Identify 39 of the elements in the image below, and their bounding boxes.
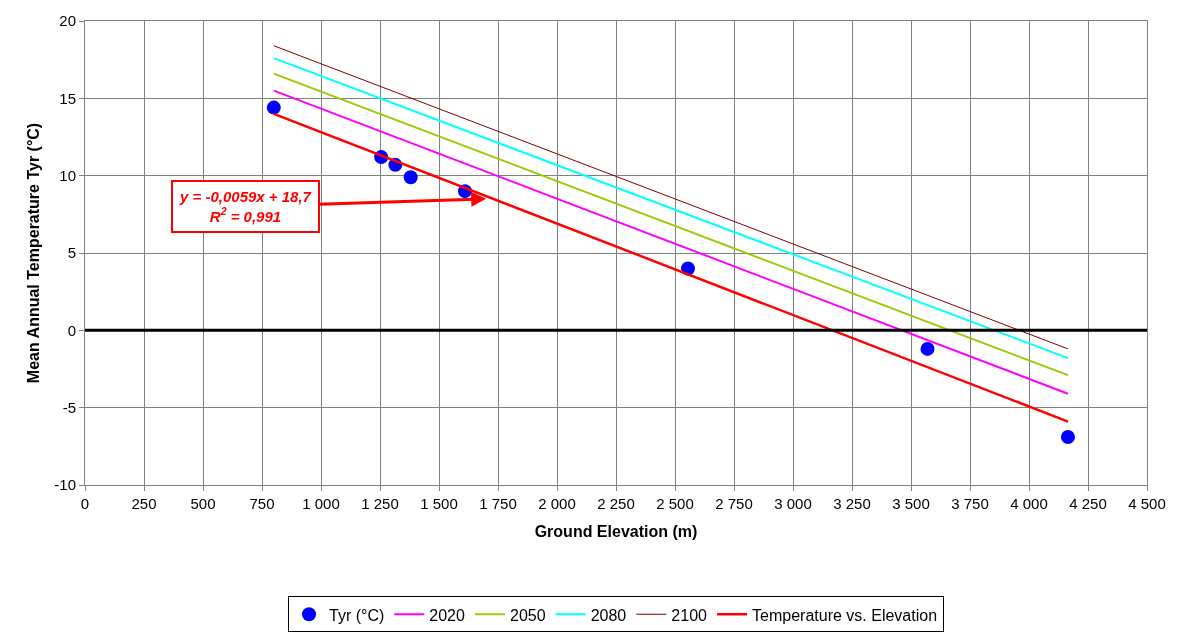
x-tick-label: 4 500 <box>1128 495 1166 512</box>
y-tick-label: 15 <box>59 89 76 107</box>
x-tick-label: 1 000 <box>302 495 340 512</box>
annotation: y = -0,0059x + 18,7 R$^{2}$ = 0,991 <box>179 188 312 225</box>
x-tick-label: 2 750 <box>715 495 753 512</box>
legend-label: 2100 <box>671 606 708 624</box>
y-tick-label: -10 <box>54 476 76 494</box>
x-axis-title: Ground Elevation (m) <box>534 522 698 540</box>
x-tick-label: 4 000 <box>1010 495 1048 512</box>
x-tick-label: 0 <box>80 495 90 512</box>
legend-label: Tyr (°C) <box>329 606 385 624</box>
y-tick-label: 20 <box>59 12 76 30</box>
legend-label: Temperature vs. Elevation <box>752 606 938 624</box>
point <box>266 100 281 115</box>
point <box>1060 430 1075 445</box>
x-tick-label: 2 000 <box>538 495 576 512</box>
legend-label: 2080 <box>590 606 627 624</box>
y-tick-label: 10 <box>59 166 76 184</box>
x-tick-label: 3 500 <box>892 495 930 512</box>
x-tick-label: 500 <box>190 495 216 512</box>
x-tick-label: 1 250 <box>361 495 399 512</box>
y-tick-label: -5 <box>62 398 76 416</box>
y-tick-label: 0 <box>67 321 76 339</box>
x-tick-label: 4 250 <box>1069 495 1107 512</box>
x-tick-label: 3 250 <box>833 495 871 512</box>
x-tick-label: 250 <box>131 495 157 512</box>
x-tick-label: 3 000 <box>774 495 812 512</box>
x-tick-label: 750 <box>249 495 275 512</box>
x-tick-label: 1 500 <box>420 495 458 512</box>
y-tick-label: 5 <box>67 244 76 262</box>
x-tick-label: 3 750 <box>951 495 989 512</box>
x-tick-label: 1 750 <box>479 495 517 512</box>
x-tick-label: 2 250 <box>597 495 635 512</box>
point <box>403 170 418 185</box>
x-tick-label: 2 500 <box>656 495 694 512</box>
legend-label: 2050 <box>509 606 546 624</box>
y-axis-title: Mean Annual Temperature Tyr (°C) <box>25 122 43 384</box>
legend-label: 2020 <box>429 606 465 624</box>
point <box>920 341 935 356</box>
